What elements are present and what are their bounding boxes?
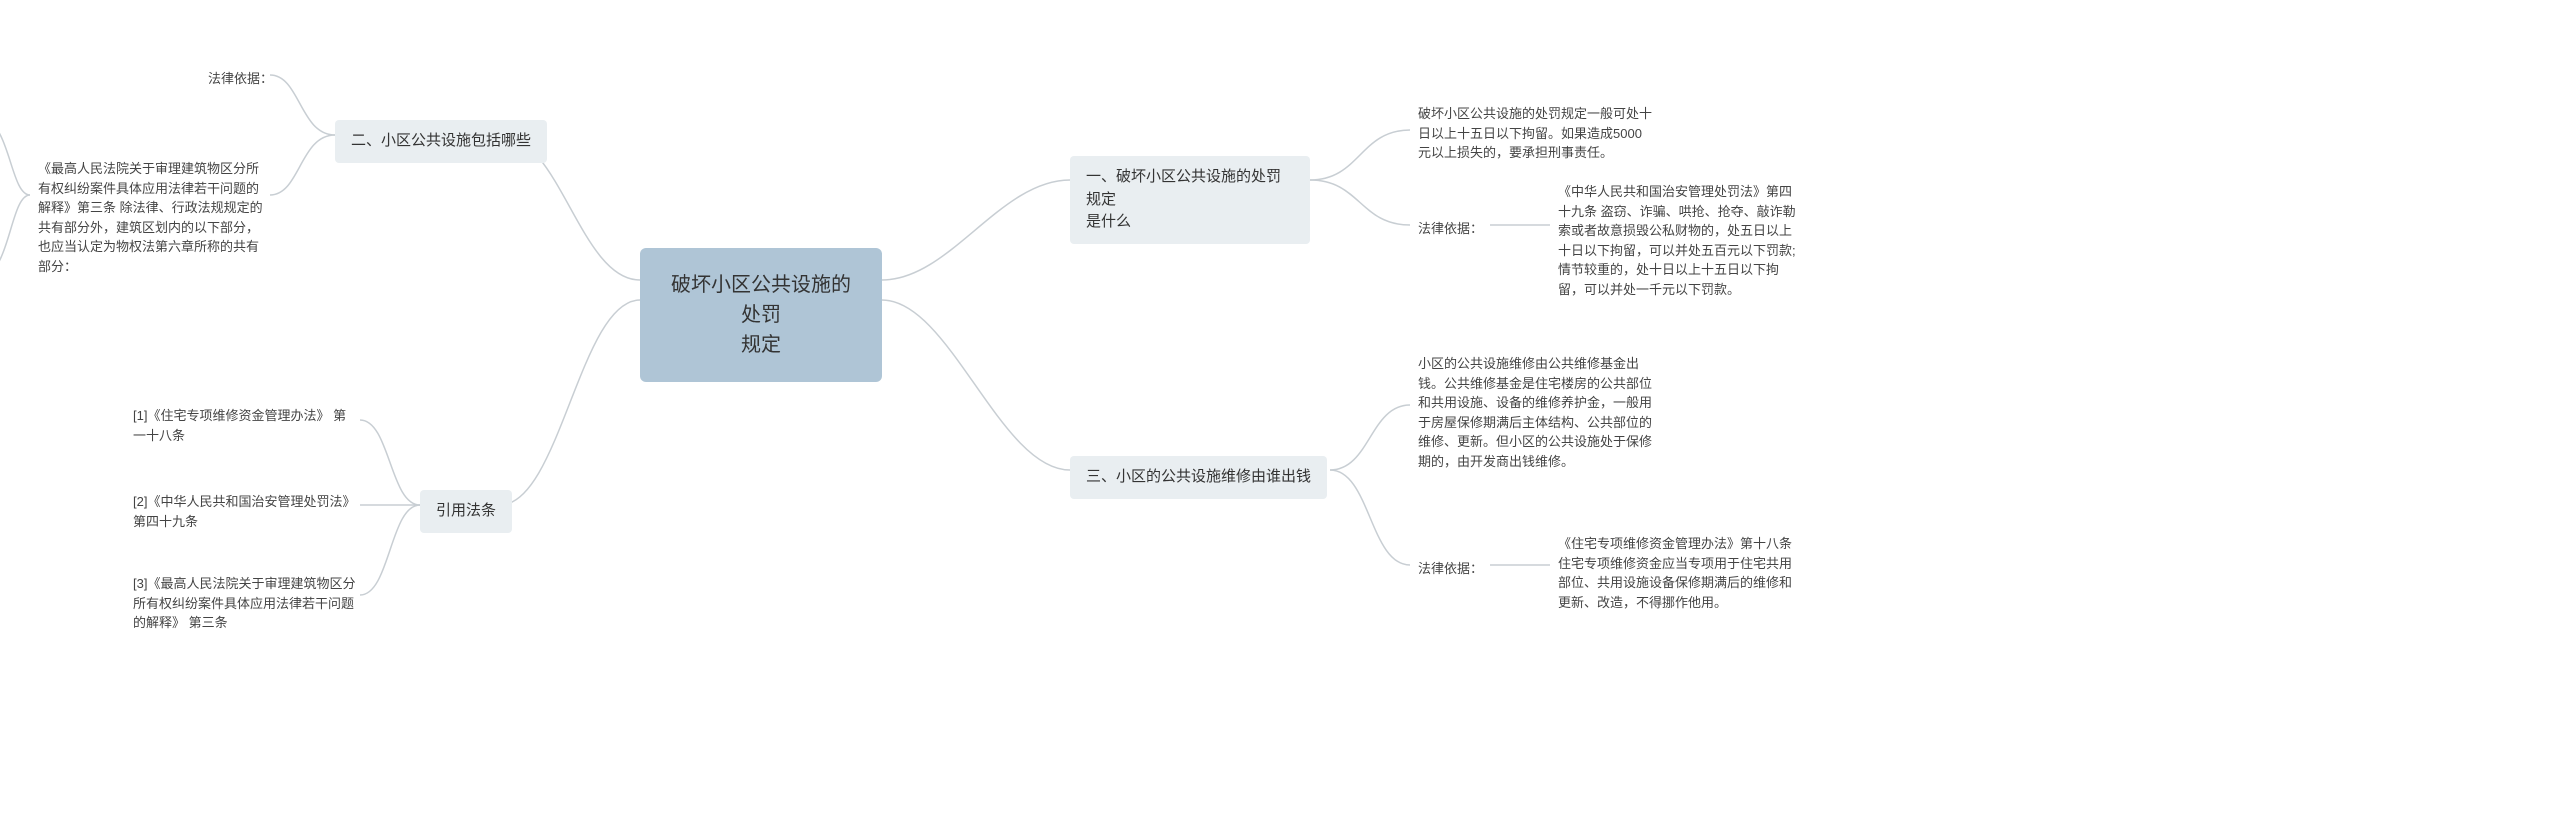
section2-legal-label: 法律依据： bbox=[200, 65, 281, 93]
branch-section3: 三、小区的公共设施维修由谁出钱 bbox=[1070, 456, 1327, 499]
root-node: 破坏小区公共设施的处罚 规定 bbox=[640, 248, 882, 382]
section3-legal-text: 《住宅专项维修资金管理办法》第十八条 住宅专项维修资金应当专项用于住宅共用部位、… bbox=[1550, 530, 1810, 616]
section1-legal-text: 《中华人民共和国治安管理处罚法》第四十九条 盗窃、诈骗、哄抢、抢夺、敲诈勒索或者… bbox=[1550, 178, 1810, 303]
root-line1: 破坏小区公共设施的处罚 bbox=[668, 270, 854, 330]
section1-title-l2: 是什么 bbox=[1086, 211, 1294, 234]
citation-2: [2]《中华人民共和国治安管理处罚法》 第四十九条 bbox=[125, 488, 365, 535]
branch-section1: 一、破坏小区公共设施的处罚规定 是什么 bbox=[1070, 156, 1310, 244]
section1-legal-label: 法律依据： bbox=[1410, 215, 1491, 243]
section3-detail: 小区的公共设施维修由公共维修基金出钱。公共维修基金是住宅楼房的公共部位和共用设施… bbox=[1410, 350, 1670, 475]
branch-section2: 二、小区公共设施包括哪些 bbox=[335, 120, 547, 163]
root-line2: 规定 bbox=[668, 330, 854, 360]
citation-3: [3]《最高人民法院关于审理建筑物区分所有权纠纷案件具体应用法律若干问题的解释》… bbox=[125, 570, 365, 637]
section1-detail: 破坏小区公共设施的处罚规定一般可处十日以上十五日以下拘留。如果造成5000元以上… bbox=[1410, 100, 1660, 167]
section3-legal-label: 法律依据： bbox=[1410, 555, 1491, 583]
branch-citations: 引用法条 bbox=[420, 490, 512, 533]
section2-detail-main: 《最高人民法院关于审理建筑物区分所有权纠纷案件具体应用法律若干问题的解释》第三条… bbox=[30, 155, 275, 280]
citation-1: [1]《住宅专项维修资金管理办法》 第一十八条 bbox=[125, 402, 365, 449]
section1-title-l1: 一、破坏小区公共设施的处罚规定 bbox=[1086, 166, 1294, 211]
